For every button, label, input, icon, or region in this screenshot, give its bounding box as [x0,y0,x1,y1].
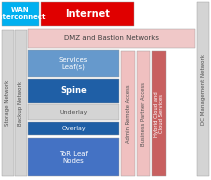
FancyBboxPatch shape [197,2,209,176]
FancyBboxPatch shape [28,122,119,135]
Text: DC Management Network: DC Management Network [201,54,206,125]
Text: Hybrid Cloud and
Cloud Services: Hybrid Cloud and Cloud Services [154,91,164,137]
Text: WAN
Interconnect: WAN Interconnect [0,7,46,21]
FancyBboxPatch shape [28,79,119,103]
FancyBboxPatch shape [121,51,135,176]
Text: Services
Leaf(s): Services Leaf(s) [59,57,88,70]
Text: Underlay: Underlay [60,110,88,114]
FancyBboxPatch shape [28,50,119,76]
Text: Backup Network: Backup Network [19,81,23,126]
Text: Admin Remote Access: Admin Remote Access [126,85,131,143]
FancyBboxPatch shape [2,30,14,176]
Text: DMZ and Bastion Networks: DMZ and Bastion Networks [64,35,159,41]
FancyBboxPatch shape [15,30,27,176]
Text: Business Partner Access: Business Partner Access [141,82,146,146]
FancyBboxPatch shape [2,2,39,26]
FancyBboxPatch shape [28,104,119,120]
Text: Overlay: Overlay [61,126,86,131]
FancyBboxPatch shape [28,138,119,176]
FancyBboxPatch shape [137,51,150,176]
Text: Storage Network: Storage Network [5,80,10,126]
Text: Internet: Internet [65,9,110,19]
FancyBboxPatch shape [152,51,166,176]
Text: ToR Leaf
Nodes: ToR Leaf Nodes [59,150,88,164]
FancyBboxPatch shape [41,2,134,26]
FancyBboxPatch shape [28,29,195,48]
Text: Spine: Spine [60,86,87,95]
